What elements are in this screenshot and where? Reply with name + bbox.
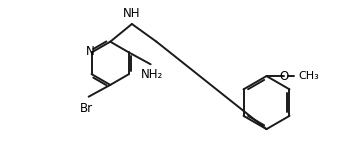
Text: O: O bbox=[280, 70, 289, 83]
Text: CH₃: CH₃ bbox=[298, 71, 319, 81]
Text: NH₂: NH₂ bbox=[141, 68, 163, 81]
Text: N: N bbox=[86, 45, 95, 58]
Text: NH: NH bbox=[123, 7, 141, 20]
Text: Br: Br bbox=[80, 102, 93, 115]
